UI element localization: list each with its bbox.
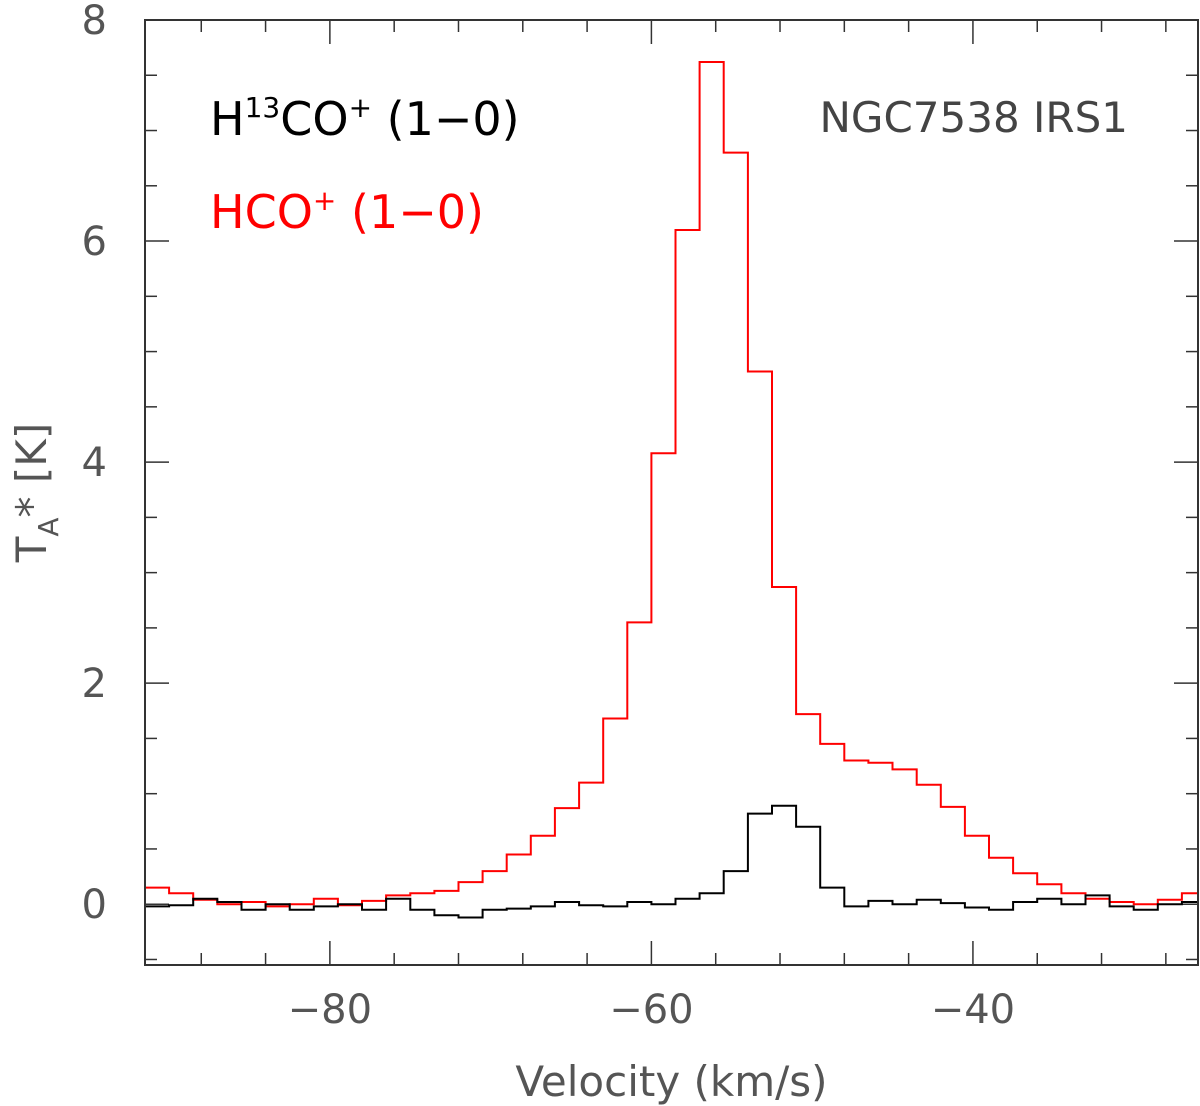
source-annotation: NGC7538 IRS1: [820, 93, 1128, 142]
legend-entry-h13co-plus: H13CO+ (1−0): [210, 91, 520, 146]
legend: H13CO+ (1−0) HCO+ (1−0): [210, 91, 520, 239]
axis-ticks: [145, 19, 1198, 965]
y-tick-label: 0: [82, 882, 107, 928]
x-tick-label: −40: [931, 987, 1015, 1033]
y-tick-labels: 0 2 4 6 8: [82, 0, 107, 928]
x-tick-label: −60: [609, 987, 693, 1033]
x-tick-label: −80: [288, 987, 372, 1033]
y-tick-label: 2: [82, 661, 107, 707]
y-axis-title-rest: * [K]: [7, 423, 56, 518]
series-h13co-plus: [145, 804, 1198, 919]
y-tick-label: 8: [82, 0, 107, 44]
plot-frame: [144, 19, 1199, 966]
y-tick-label: 4: [82, 440, 107, 486]
legend-entry-hco-plus: HCO+ (1−0): [210, 184, 484, 239]
y-axis-title: TA* [K]: [7, 423, 65, 563]
x-axis-title: Velocity (km/s): [515, 1057, 827, 1106]
series-hco-plus: [145, 61, 1198, 908]
y-axis-title-subscript: A: [32, 517, 65, 536]
y-axis-title-main: T: [7, 536, 56, 563]
y-tick-label: 6: [82, 219, 107, 265]
x-tick-labels: −80 −60 −40: [288, 987, 1015, 1033]
series-layer: [145, 61, 1198, 919]
